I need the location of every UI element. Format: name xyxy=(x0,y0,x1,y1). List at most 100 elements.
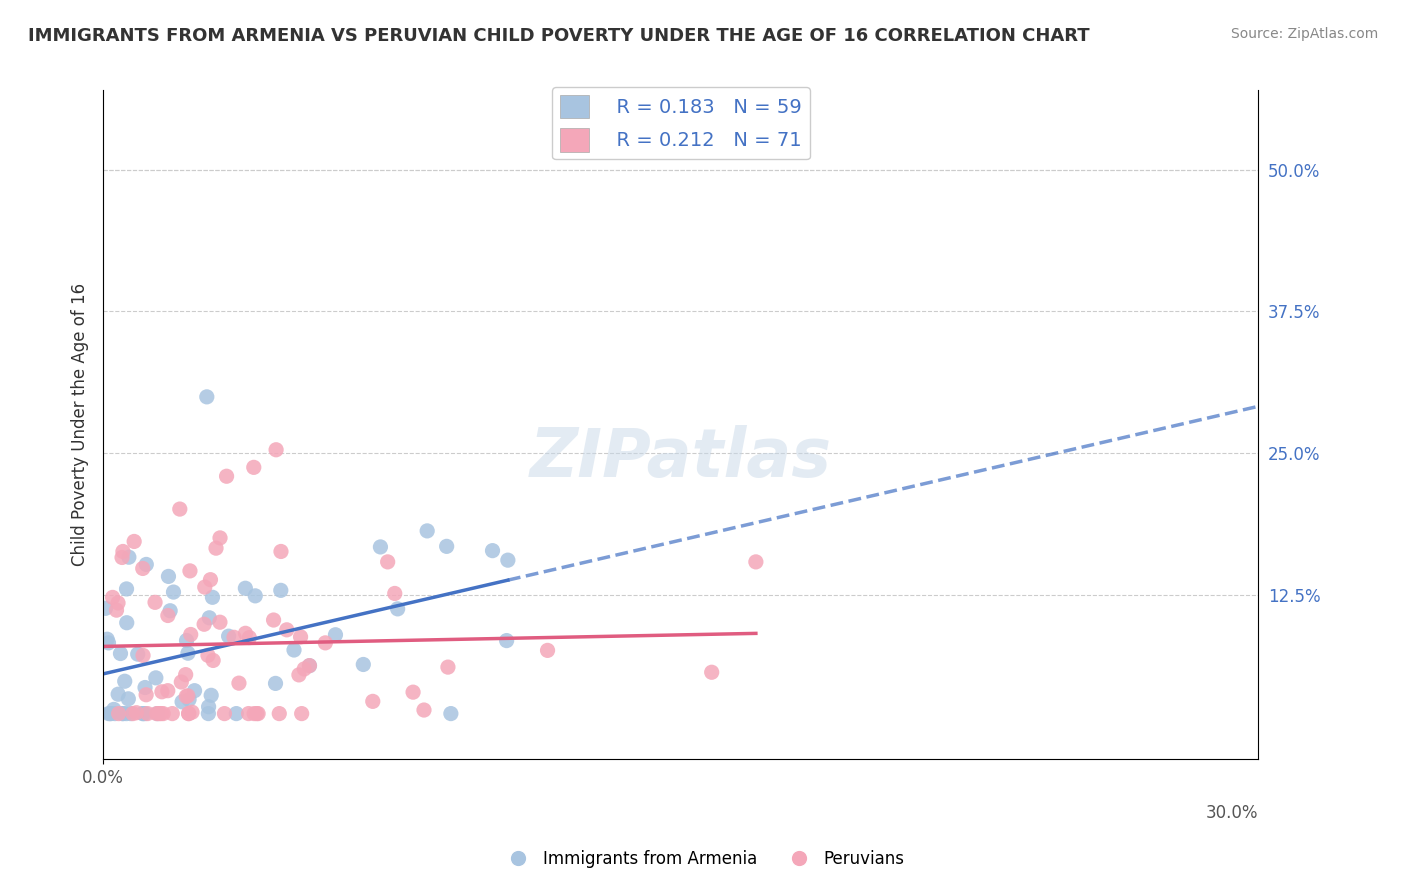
Point xyxy=(193,617,215,632)
Text: Source: ZipAtlas.com: Source: ZipAtlas.com xyxy=(1230,27,1378,41)
Point xyxy=(197,648,219,663)
Point xyxy=(145,706,167,721)
Point xyxy=(387,602,409,616)
Point xyxy=(246,706,269,721)
Point xyxy=(481,543,503,558)
Point xyxy=(172,695,194,709)
Point xyxy=(222,630,245,644)
Point xyxy=(283,643,305,657)
Point xyxy=(314,636,336,650)
Point xyxy=(176,633,198,648)
Y-axis label: Child Poverty Under the Age of 16: Child Poverty Under the Age of 16 xyxy=(72,283,89,566)
Point xyxy=(377,555,399,569)
Point xyxy=(169,502,191,516)
Point xyxy=(361,694,384,708)
Text: IMMIGRANTS FROM ARMENIA VS PERUVIAN CHILD POVERTY UNDER THE AGE OF 16 CORRELATIO: IMMIGRANTS FROM ARMENIA VS PERUVIAN CHIL… xyxy=(28,27,1090,45)
Point xyxy=(263,613,285,627)
Text: ZIPatlas: ZIPatlas xyxy=(530,425,832,491)
Point xyxy=(122,534,145,549)
Point xyxy=(195,390,218,404)
Point xyxy=(200,689,222,703)
Text: 30.0%: 30.0% xyxy=(1206,805,1258,822)
Point xyxy=(264,442,287,457)
Point xyxy=(208,615,231,630)
Point xyxy=(121,706,143,721)
Point xyxy=(402,685,425,699)
Point xyxy=(745,555,768,569)
Point xyxy=(197,699,219,714)
Point xyxy=(179,564,201,578)
Point xyxy=(198,611,221,625)
Point xyxy=(107,596,129,610)
Point xyxy=(107,687,129,701)
Point xyxy=(242,460,264,475)
Point xyxy=(437,660,460,674)
Point xyxy=(183,683,205,698)
Point xyxy=(235,626,257,640)
Point xyxy=(264,676,287,690)
Point xyxy=(100,706,122,721)
Point xyxy=(94,601,117,615)
Point xyxy=(111,706,134,721)
Point xyxy=(111,544,134,558)
Point xyxy=(170,675,193,690)
Point xyxy=(127,647,149,661)
Point xyxy=(384,586,406,600)
Point xyxy=(97,706,120,721)
Point xyxy=(292,662,315,676)
Point xyxy=(98,706,121,721)
Point xyxy=(238,706,260,721)
Point xyxy=(352,657,374,672)
Point xyxy=(115,615,138,630)
Point xyxy=(225,706,247,721)
Point xyxy=(440,706,463,721)
Point xyxy=(370,540,392,554)
Point xyxy=(270,583,292,598)
Point xyxy=(436,540,458,554)
Point xyxy=(413,703,436,717)
Point xyxy=(114,674,136,689)
Point xyxy=(135,688,157,702)
Point xyxy=(269,706,291,721)
Point xyxy=(107,706,129,721)
Point xyxy=(111,706,134,721)
Point xyxy=(104,706,127,721)
Point xyxy=(495,633,517,648)
Point xyxy=(214,706,236,721)
Point xyxy=(132,561,155,575)
Point xyxy=(125,706,148,720)
Point xyxy=(288,668,311,682)
Point xyxy=(105,603,128,617)
Point xyxy=(325,628,347,642)
Point xyxy=(496,553,519,567)
Point xyxy=(177,646,200,660)
Point xyxy=(148,706,170,721)
Point xyxy=(298,658,321,673)
Point xyxy=(159,604,181,618)
Point xyxy=(146,706,169,721)
Point xyxy=(162,706,184,721)
Point xyxy=(243,706,266,721)
Legend: Immigrants from Armenia, Peruvians: Immigrants from Armenia, Peruvians xyxy=(495,844,911,875)
Point xyxy=(120,706,142,721)
Point xyxy=(134,681,156,695)
Point xyxy=(134,706,156,721)
Point xyxy=(298,658,321,673)
Point xyxy=(101,591,124,605)
Point xyxy=(536,643,558,657)
Point xyxy=(136,706,159,721)
Point xyxy=(115,582,138,596)
Point xyxy=(245,589,267,603)
Point xyxy=(132,706,155,721)
Point xyxy=(96,632,118,647)
Point xyxy=(177,706,200,721)
Point xyxy=(215,469,238,483)
Point xyxy=(145,671,167,685)
Point xyxy=(177,706,200,721)
Point xyxy=(174,667,197,681)
Point xyxy=(290,630,312,644)
Point xyxy=(156,683,179,698)
Point xyxy=(228,676,250,690)
Point xyxy=(177,689,200,703)
Point xyxy=(150,685,173,699)
